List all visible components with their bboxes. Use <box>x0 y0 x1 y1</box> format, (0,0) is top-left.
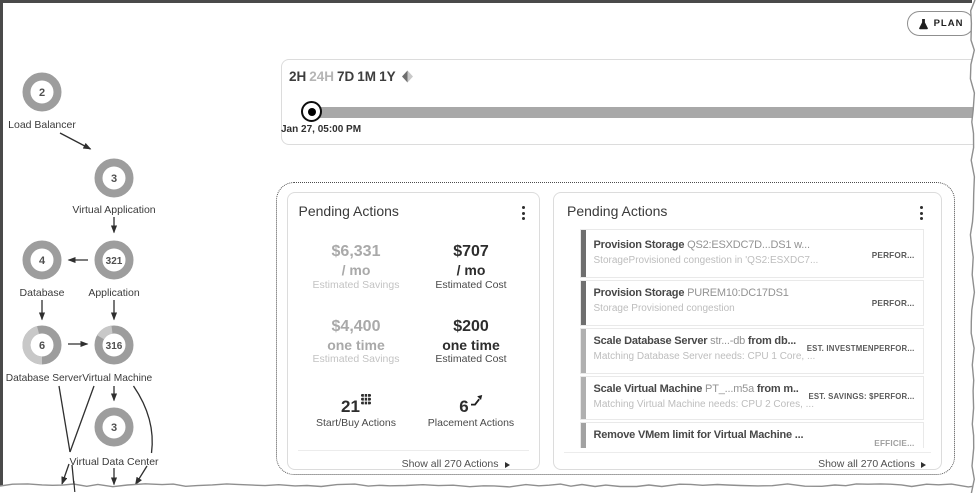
svg-text:Load Balancer: Load Balancer <box>8 119 76 131</box>
svg-text:Database: Database <box>20 287 65 299</box>
svg-text:3: 3 <box>111 422 117 434</box>
svg-text:4: 4 <box>39 255 46 267</box>
svg-text:321: 321 <box>106 256 123 267</box>
svg-text:Virtual Data Center: Virtual Data Center <box>69 456 159 468</box>
svg-text:Database ServerVirtual Machine: Database ServerVirtual Machine <box>6 373 153 384</box>
svg-text:Application: Application <box>88 287 140 299</box>
svg-text:2: 2 <box>39 87 45 99</box>
svg-text:3: 3 <box>111 173 117 185</box>
svg-text:6: 6 <box>39 340 45 352</box>
svg-text:Virtual Application: Virtual Application <box>72 204 155 216</box>
svg-text:316: 316 <box>106 341 123 352</box>
